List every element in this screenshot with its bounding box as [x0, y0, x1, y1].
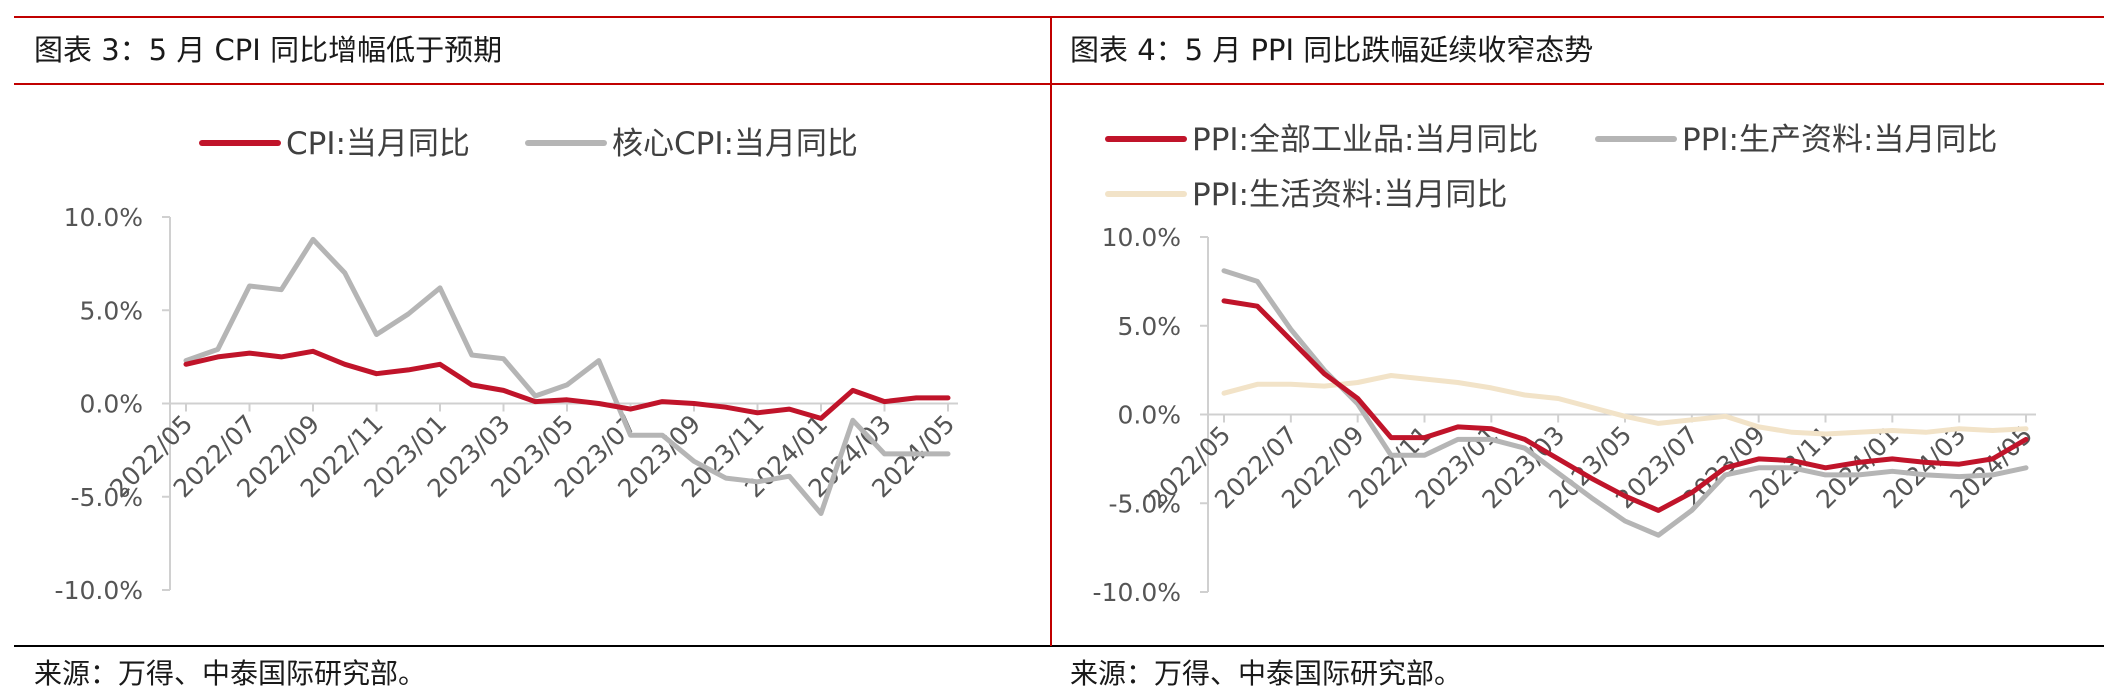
- cpi-legend-label-2: 核心CPI:当月同比: [612, 126, 858, 162]
- left-source-note: 来源：万得、中泰国际研究部。: [34, 657, 427, 690]
- panel-divider: [1050, 17, 1052, 646]
- ppi-legend-label-3: PPI:生活资料:当月同比: [1192, 177, 1507, 213]
- top-border: [14, 16, 2104, 18]
- ppi-y-tick-label: -10.0%: [1093, 578, 1181, 607]
- left-chart-title: 图表 3：5 月 CPI 同比增幅低于预期: [34, 33, 503, 67]
- right-chart-title: 图表 4：5 月 PPI 同比跌幅延续收窄态势: [1070, 33, 1594, 67]
- ppi-y-tick-label: -5.0%: [1108, 489, 1181, 518]
- ppi-series-line-3: [1221, 373, 2029, 437]
- ppi-y-tick-label: 10.0%: [1102, 223, 1181, 252]
- cpi-series-line-1: [183, 348, 951, 421]
- cpi-y-tick-label: 0.0%: [79, 390, 143, 419]
- ppi-series-line-1: [1221, 298, 2029, 513]
- ppi-y-tick-label: 5.0%: [1117, 312, 1181, 341]
- title-underline: [14, 83, 2104, 85]
- ppi-legend-label-1: PPI:全部工业品:当月同比: [1192, 122, 1538, 158]
- cpi-series-line-2: [183, 236, 951, 516]
- cpi-legend-label-1: CPI:当月同比: [286, 126, 470, 162]
- bottom-border: [14, 645, 2104, 647]
- cpi-y-tick-label: -5.0%: [70, 483, 143, 512]
- cpi-y-tick-label: 10.0%: [64, 203, 143, 232]
- ppi-series-line-2: [1221, 268, 2029, 538]
- cpi-y-tick-label: -10.0%: [55, 576, 143, 605]
- cpi-y-tick-label: 5.0%: [79, 296, 143, 325]
- ppi-y-tick-label: 0.0%: [1117, 401, 1181, 430]
- ppi-legend-label-2: PPI:生产资料:当月同比: [1682, 122, 1997, 158]
- right-source-note: 来源：万得、中泰国际研究部。: [1070, 657, 1463, 690]
